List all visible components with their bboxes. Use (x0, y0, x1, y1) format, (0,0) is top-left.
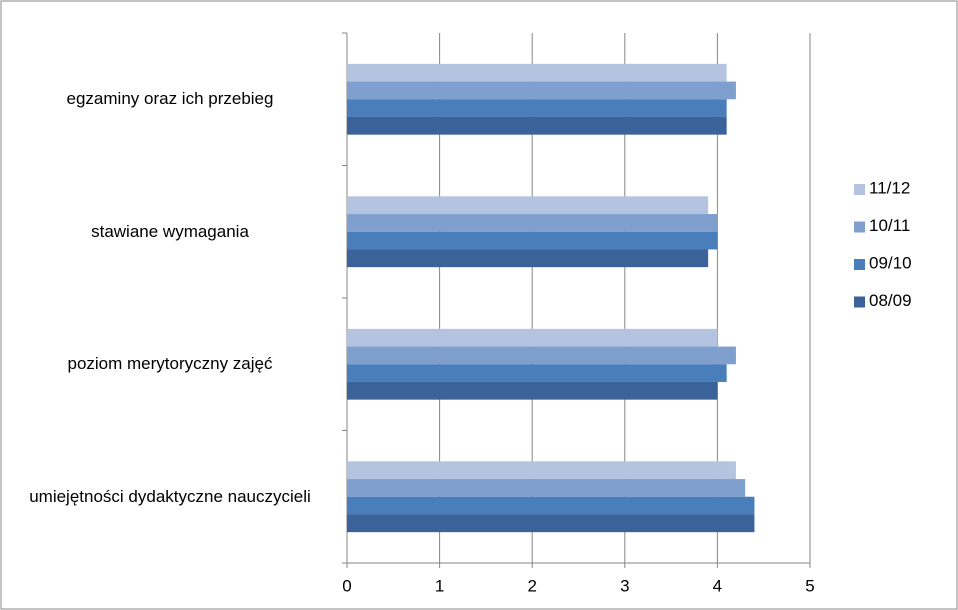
bar (347, 249, 709, 268)
x-tick-label: 3 (620, 576, 629, 595)
bar (347, 328, 718, 347)
bar (347, 231, 718, 250)
legend-swatch (854, 184, 865, 195)
legend-label: 11/12 (869, 178, 910, 197)
x-tick-label: 0 (342, 576, 351, 595)
legend-label: 09/10 (869, 253, 912, 272)
x-tick-label: 1 (435, 576, 444, 595)
bar (347, 99, 727, 117)
legend-swatch (854, 259, 865, 270)
bar (347, 364, 727, 382)
x-tick-label: 2 (527, 576, 536, 595)
legend-label: 08/09 (869, 291, 912, 310)
bar (347, 514, 755, 533)
bar (347, 496, 755, 515)
bar (347, 214, 718, 232)
y-tick-label: stawiane wymagania (91, 221, 249, 241)
legend-label: 10/11 (869, 216, 910, 235)
y-tick-label: poziom merytoryczny zajęć (67, 354, 273, 374)
bar (347, 461, 736, 480)
y-tick-label: umiejętności dydaktyczne nauczycieli (29, 486, 311, 506)
legend-swatch (854, 296, 865, 308)
y-tick-label: egzaminy oraz ich przebieg (66, 89, 274, 109)
bar (347, 479, 746, 497)
bar (347, 381, 718, 400)
bar (347, 196, 709, 215)
bar (347, 81, 736, 100)
x-tick-label: 4 (713, 576, 722, 595)
legend-swatch (854, 221, 865, 233)
bar (347, 116, 727, 135)
bar (347, 346, 736, 365)
x-tick-label: 5 (805, 576, 814, 595)
bar (347, 63, 727, 82)
